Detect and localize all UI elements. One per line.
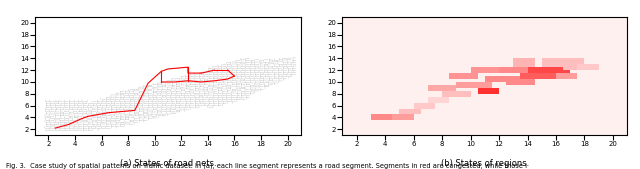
X-axis label: (a) States of road nets.: (a) States of road nets. <box>120 159 216 168</box>
X-axis label: (b) States of regions.: (b) States of regions. <box>441 159 529 168</box>
Bar <box>442 91 470 97</box>
Bar <box>499 67 534 73</box>
Bar <box>556 73 577 79</box>
Bar <box>456 82 492 88</box>
Bar <box>485 76 520 82</box>
Bar <box>428 97 449 103</box>
Bar <box>399 109 420 115</box>
Bar <box>527 67 570 73</box>
Bar <box>513 58 534 67</box>
Bar <box>563 64 591 70</box>
Bar <box>506 79 534 85</box>
Bar <box>371 115 392 120</box>
Bar <box>470 67 499 73</box>
Bar <box>541 58 584 67</box>
Bar <box>577 64 599 70</box>
Bar <box>520 73 556 79</box>
Bar <box>449 73 477 79</box>
Bar <box>477 88 499 94</box>
Bar <box>413 103 435 108</box>
Bar <box>428 85 456 91</box>
Text: Fig. 3.  Case study of spatial patterns on Traffic dataset. In (a), each line se: Fig. 3. Case study of spatial patterns o… <box>6 163 527 169</box>
Bar <box>392 115 413 120</box>
